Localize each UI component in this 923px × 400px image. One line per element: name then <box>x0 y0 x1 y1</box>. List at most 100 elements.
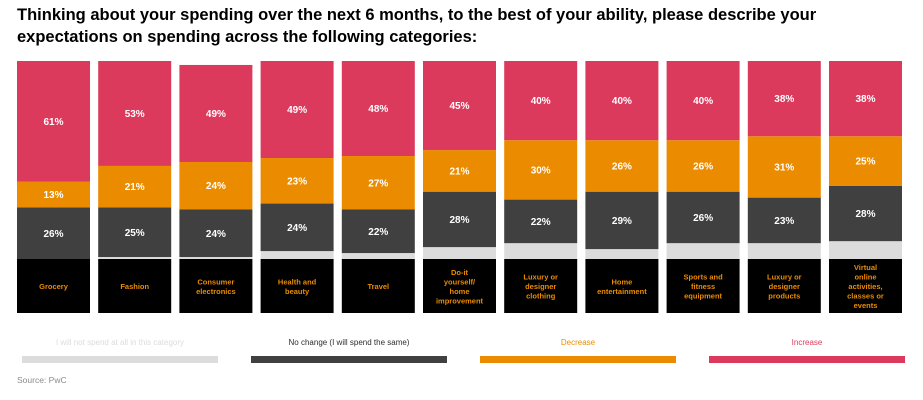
category-band-consumer-electronics <box>179 259 253 313</box>
bar-segment-increase-grocery <box>17 61 90 182</box>
bar-segment-no-change-sports-and-fitness-equipment <box>666 191 740 244</box>
data-label-decrease-sports-and-fitness-equipment: 26% <box>693 161 713 172</box>
bar-segment-decrease-grocery <box>17 181 90 208</box>
data-label-decrease-virtual-online-activities-classes-or-events: 25% <box>855 156 875 167</box>
stacked-bar-chart: 26% 13% 61% Grocery 25% 21% 53% Fashion 24% 24% 49… <box>17 61 902 313</box>
data-label-decrease-health-and-beauty: 23% <box>287 176 307 187</box>
bar-segment-increase-consumer-electronics <box>179 64 253 162</box>
category-band-luxury-or-designer-clothing <box>504 259 578 313</box>
bar-group-home-entertainment: 29% 26% 40% Home entertainment <box>585 61 659 313</box>
bar-segment-increase-sports-and-fitness-equipment <box>666 61 740 141</box>
category-band-sports-and-fitness-equipment <box>666 259 740 313</box>
category-label-fashion: Fashion <box>120 282 149 291</box>
category-label-travel: Travel <box>367 282 389 291</box>
category-label-home-entertainment: Home entertainment <box>597 277 647 296</box>
bar-group-sports-and-fitness-equipment: 26% 26% 40% Sports and fitness equipment <box>666 61 740 313</box>
category-band-grocery <box>17 259 90 313</box>
bar-group-grocery: 26% 13% 61% Grocery <box>17 61 90 313</box>
data-label-increase-grocery: 61% <box>43 117 63 128</box>
bar-segment-decrease-health-and-beauty <box>260 158 334 204</box>
bar-segment-will-not-spend-health-and-beauty <box>260 251 334 259</box>
data-label-increase-home-entertainment: 40% <box>612 96 632 107</box>
category-band-fashion <box>98 259 172 313</box>
bar-group-luxury-or-designer-products: 23% 31% 38% Luxury or designer products <box>747 61 821 313</box>
category-band-health-and-beauty <box>260 259 334 313</box>
bar-segment-will-not-spend-sports-and-fitness-equipment <box>666 243 740 259</box>
bar-segment-will-not-spend-virtual-online-activities-classes-or-events <box>829 241 902 259</box>
bar-segment-no-change-luxury-or-designer-clothing <box>504 199 578 244</box>
bar-segment-decrease-travel <box>341 156 415 210</box>
category-label-luxury-or-designer-products: Luxury or designer products <box>767 273 802 301</box>
bar-segment-no-change-do-it-yourself-home-improvement <box>423 191 496 248</box>
data-label-increase-virtual-online-activities-classes-or-events: 38% <box>855 94 875 105</box>
bar-segment-will-not-spend-luxury-or-designer-products <box>747 243 821 259</box>
bar-segment-will-not-spend-do-it-yourself-home-improvement <box>423 247 496 259</box>
bar-segment-no-change-consumer-electronics <box>179 209 253 258</box>
legend-label-increase: Increase <box>791 338 823 347</box>
data-label-no-change-consumer-electronics: 24% <box>206 229 226 240</box>
bar-segment-will-not-spend-travel <box>341 253 415 259</box>
bar-segment-increase-luxury-or-designer-products <box>747 61 821 137</box>
bar-segment-decrease-do-it-yourself-home-improvement <box>423 150 496 192</box>
bar-group-health-and-beauty: 24% 23% 49% Health and beauty <box>260 61 334 313</box>
bar-segment-decrease-luxury-or-designer-products <box>747 136 821 198</box>
data-label-no-change-fashion: 25% <box>125 228 145 239</box>
bar-segment-increase-virtual-online-activities-classes-or-events <box>829 61 902 137</box>
bar-segment-no-change-home-entertainment <box>585 191 659 250</box>
bar-segment-no-change-virtual-online-activities-classes-or-events <box>829 185 902 242</box>
legend-swatch-will-not-spend <box>22 356 218 363</box>
bar-segment-will-not-spend-luxury-or-designer-clothing <box>504 243 578 259</box>
bar-segment-increase-travel <box>341 61 415 157</box>
bar-group-luxury-or-designer-clothing: 22% 30% 40% Luxury or designer clothing <box>504 61 578 313</box>
data-label-no-change-virtual-online-activities-classes-or-events: 28% <box>855 209 875 220</box>
data-label-decrease-grocery: 13% <box>43 190 63 201</box>
legend-item-increase: Increase <box>709 336 905 363</box>
data-label-decrease-home-entertainment: 26% <box>612 161 632 172</box>
data-label-no-change-health-and-beauty: 24% <box>287 223 307 234</box>
legend-label-no-change: No change (I will spend the same) <box>288 338 410 347</box>
data-label-increase-travel: 48% <box>368 104 388 115</box>
category-label-grocery: Grocery <box>39 282 69 291</box>
bar-segment-increase-luxury-or-designer-clothing <box>504 61 578 141</box>
category-band-travel <box>341 259 415 313</box>
legend-swatch-no-change <box>251 356 447 363</box>
bar-group-fashion: 25% 21% 53% Fashion <box>98 61 172 313</box>
bar-segment-no-change-fashion <box>98 207 172 258</box>
bar-segment-decrease-sports-and-fitness-equipment <box>666 140 740 192</box>
data-label-no-change-travel: 22% <box>368 227 388 238</box>
bar-segment-no-change-grocery <box>17 207 90 259</box>
bar-segment-decrease-fashion <box>98 165 172 208</box>
data-label-no-change-luxury-or-designer-clothing: 22% <box>531 217 551 228</box>
data-label-increase-fashion: 53% <box>125 109 145 120</box>
category-band-virtual-online-activities-classes-or-events <box>829 259 902 313</box>
bar-segment-no-change-luxury-or-designer-products <box>747 197 821 244</box>
data-label-no-change-luxury-or-designer-products: 23% <box>774 216 794 227</box>
data-label-decrease-do-it-yourself-home-improvement: 21% <box>449 166 469 177</box>
source-note: Source: PwC <box>17 375 67 385</box>
bar-group-virtual-online-activities-classes-or-events: 28% 25% 38% Virtual online activities, classes… <box>829 61 902 313</box>
data-label-no-change-sports-and-fitness-equipment: 26% <box>693 213 713 224</box>
legend: I will not spend at all in this category… <box>0 336 923 366</box>
data-label-no-change-grocery: 26% <box>43 229 63 240</box>
data-label-increase-consumer-electronics: 49% <box>206 109 226 120</box>
category-label-luxury-or-designer-clothing: Luxury or designer clothing <box>523 273 558 301</box>
bar-segment-decrease-home-entertainment <box>585 140 659 192</box>
bar-segment-will-not-spend-consumer-electronics <box>179 257 253 259</box>
data-label-decrease-luxury-or-designer-products: 31% <box>774 162 794 173</box>
data-label-increase-do-it-yourself-home-improvement: 45% <box>449 101 469 112</box>
bar-segment-increase-do-it-yourself-home-improvement <box>423 61 496 151</box>
data-label-decrease-consumer-electronics: 24% <box>206 181 226 192</box>
category-label-consumer-electronics: Consumer electronics <box>196 277 236 296</box>
bar-group-travel: 22% 27% 48% Travel <box>341 61 415 313</box>
data-label-decrease-luxury-or-designer-clothing: 30% <box>531 165 551 176</box>
data-label-decrease-fashion: 21% <box>125 182 145 193</box>
bar-group-do-it-yourself-home-improvement: 28% 21% 45% Do-it yourself/home improvement <box>423 61 496 313</box>
data-label-increase-luxury-or-designer-clothing: 40% <box>531 96 551 107</box>
category-label-do-it-yourself-home-improvement: Do-it yourself/home improvement <box>436 268 484 306</box>
data-label-increase-luxury-or-designer-products: 38% <box>774 94 794 105</box>
category-label-sports-and-fitness-equipment: Sports and fitness equipment <box>684 273 724 301</box>
bar-group-consumer-electronics: 24% 24% 49% Consumer electronics <box>179 64 253 313</box>
bar-segment-increase-health-and-beauty <box>260 61 334 159</box>
legend-item-will-not-spend: I will not spend at all in this category <box>22 336 218 363</box>
bar-segment-no-change-travel <box>341 209 415 254</box>
